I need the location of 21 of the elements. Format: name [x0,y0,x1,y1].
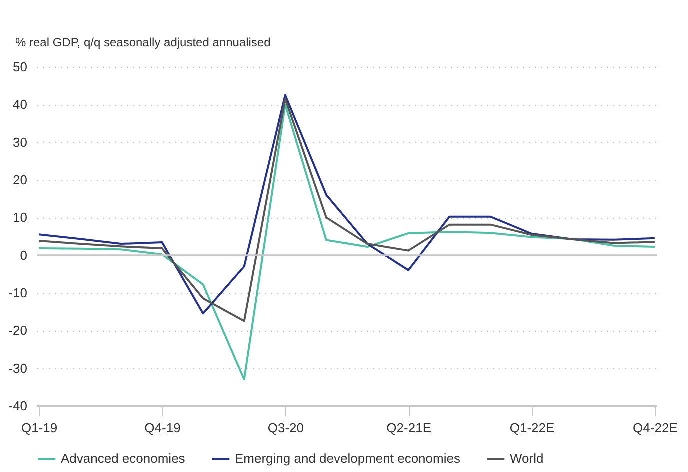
y-tick-label: 0 [20,248,28,263]
y-tick-label: 40 [13,97,28,112]
y-tick-label: -20 [8,323,28,338]
y-tick-label: 30 [13,134,28,150]
x-tick-label: Q4-19 [144,420,181,436]
x-tick-label: Q2-21E [386,420,432,436]
y-tick-label: -40 [8,398,28,414]
y-tick-label: -10 [8,286,28,300]
x-tick-label: Q3-20 [268,420,304,436]
y-tick-label: 50 [13,60,28,74]
y-axis-title: % real GDP, q/q seasonally adjusted annualised [16,36,271,50]
legend-label: World [510,451,544,466]
x-tick-label: Q1-19 [21,420,58,436]
y-tick-label: 20 [13,172,28,188]
legend-label: Emerging and development economies [235,451,461,466]
y-tick-label: -30 [8,360,28,376]
line-series [38,104,656,381]
y-tick-label: 10 [13,210,28,226]
legend-label: Advanced economies [61,451,186,466]
x-tick-label: Q4-22E [633,420,678,436]
x-tick-label: Q1-22E [510,420,555,436]
